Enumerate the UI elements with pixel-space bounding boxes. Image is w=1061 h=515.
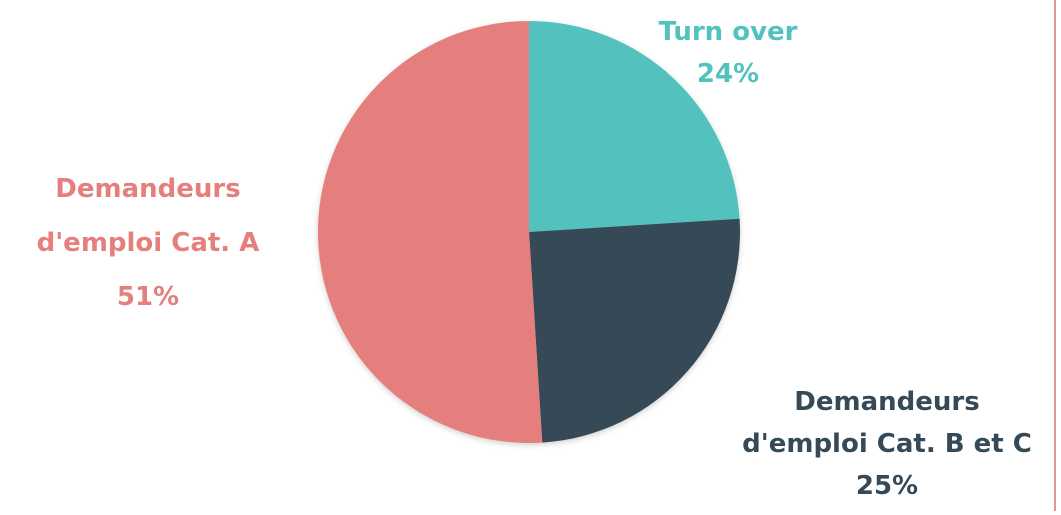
pie-slice-demandeurs-d-emploi-cat-b-et-c (529, 218, 740, 443)
pie-category-label-line: Turn over (658, 17, 797, 47)
frame-border-right (1054, 0, 1056, 511)
pie-value-label: 24% (697, 59, 759, 89)
pie-value-label: 51% (117, 282, 179, 312)
pie-label-demandeurs-d-emploi-cat-a: Demandeurs d'emploi Cat. A 51% (37, 174, 260, 312)
pie-category-label-line: d'emploi Cat. A (37, 228, 260, 258)
pie-label-turn-over: Turn over 24% (658, 17, 797, 89)
pie-category-label-line: Demandeurs (55, 174, 240, 204)
pie-category-label-line: d'emploi Cat. B et C (742, 429, 1032, 459)
pie-category-label-line: Demandeurs (794, 387, 979, 417)
pie-slice-demandeurs-d-emploi-cat-a (317, 20, 543, 443)
pie-slice-turn-over (529, 21, 740, 232)
pie-label-demandeurs-d-emploi-cat-b-et-c: Demandeurs d'emploi Cat. B et C 25% (742, 387, 1032, 501)
pie-value-label: 25% (856, 471, 918, 501)
